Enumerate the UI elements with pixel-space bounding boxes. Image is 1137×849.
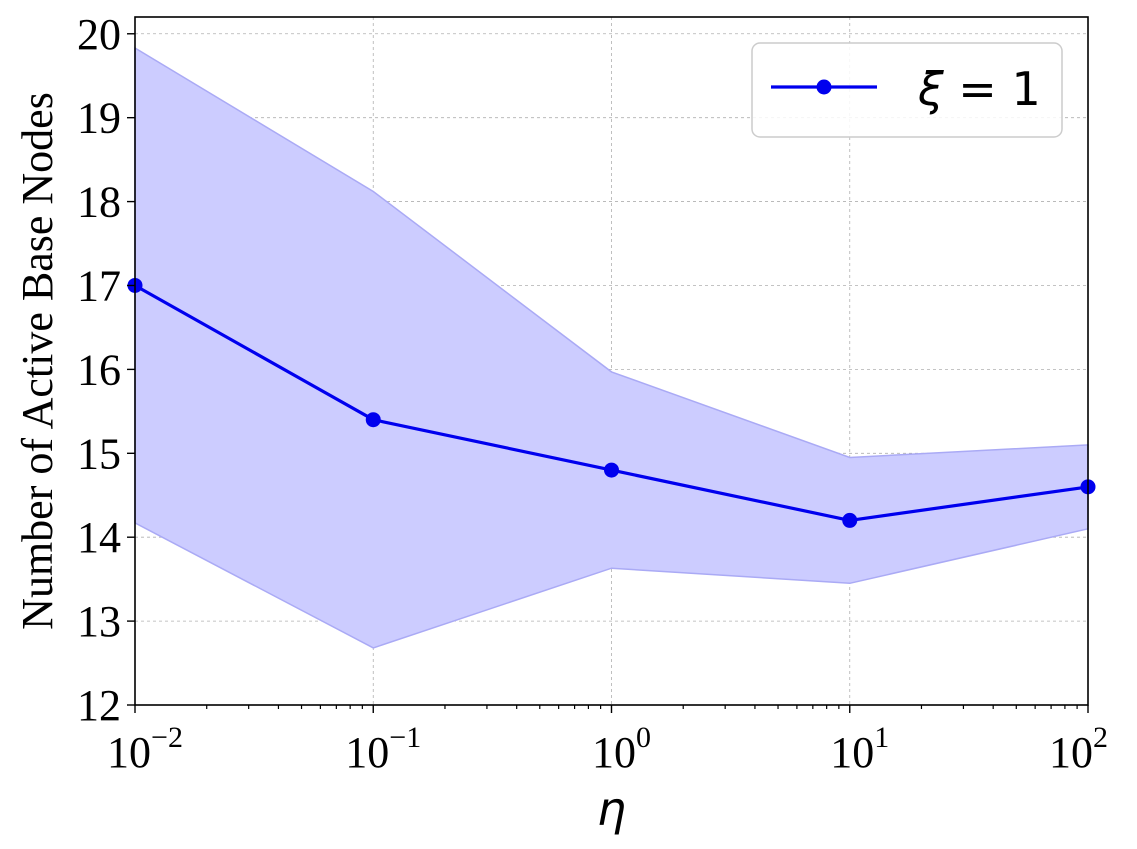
plot-frame (134, 16, 1089, 706)
legend-entry-label: ξ = 1 (917, 62, 1041, 116)
x-tick-exponent: −2 (151, 721, 183, 754)
legend-entry-symbol: ξ (917, 62, 944, 116)
data-point (842, 512, 858, 528)
legend: ξ = 1 (751, 42, 1063, 138)
x-tick-exponent: −1 (389, 721, 421, 754)
y-tick-label: 19 (77, 94, 121, 143)
y-tick-label: 17 (77, 261, 121, 310)
y-tick-label: 14 (77, 513, 121, 562)
legend-box (751, 42, 1063, 138)
x-tick-label: 100 (592, 721, 651, 777)
x-tick-base: 10 (345, 728, 389, 777)
data-point (365, 412, 381, 428)
x-tick-exponent: 2 (1093, 721, 1108, 754)
x-tick-labels: 10−2 10−1 100 101 102 (107, 721, 1108, 777)
data-point (604, 462, 619, 478)
y-tick-labels: 12 13 14 15 16 17 18 19 20 (77, 10, 121, 730)
x-tick-label: 10−2 (107, 721, 183, 777)
y-axis-label: Number of Active Base Nodes (13, 92, 62, 630)
legend-entry-rest: = 1 (944, 62, 1041, 116)
series-line-layer (127, 277, 1096, 528)
y-tick-label: 16 (77, 345, 121, 394)
x-axis-label: η (597, 782, 626, 836)
x-tick-base: 10 (1049, 728, 1093, 777)
x-tick-label: 101 (830, 721, 889, 777)
y-tick-label: 20 (77, 10, 121, 59)
x-tick-base: 10 (107, 728, 151, 777)
x-tick-base: 10 (830, 728, 874, 777)
y-tick-label: 15 (77, 429, 121, 478)
y-tick-label: 12 (77, 681, 121, 730)
x-tick-exponent: 1 (874, 721, 889, 754)
x-tick-label: 102 (1049, 721, 1108, 777)
x-tick-exponent: 0 (636, 721, 651, 754)
x-tick-base: 10 (592, 728, 636, 777)
y-tick-label: 13 (77, 597, 121, 646)
legend-marker-swatch (816, 79, 832, 95)
x-tick-label: 10−1 (345, 721, 421, 777)
y-tick-label: 18 (77, 178, 121, 227)
